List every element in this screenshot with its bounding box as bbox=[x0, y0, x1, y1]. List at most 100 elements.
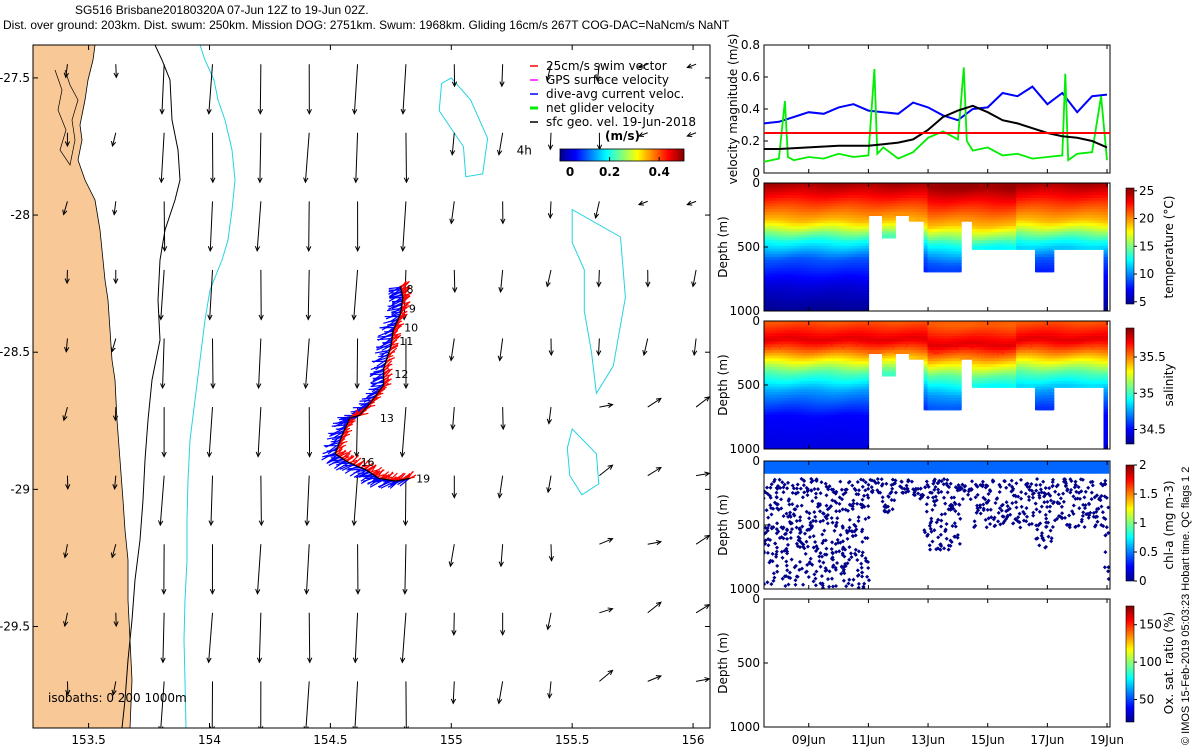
swim-vector bbox=[368, 464, 377, 472]
geo-arrow-head bbox=[448, 561, 454, 568]
isobaths-label: isobaths: 0 200 1000m bbox=[48, 691, 187, 705]
geo-arrow-shaft bbox=[643, 338, 649, 356]
geo-arrow-head bbox=[64, 141, 71, 148]
eddy-contour bbox=[571, 208, 626, 395]
eddy-label: 4h bbox=[517, 144, 532, 158]
swim-vector bbox=[364, 462, 374, 470]
geo-arrow-head bbox=[655, 601, 662, 607]
geo-arrow-shaft bbox=[209, 269, 214, 320]
geo-arrow-shaft bbox=[114, 475, 117, 489]
geo-arrow-shaft bbox=[647, 675, 662, 682]
map-ytick-label: -27.5 bbox=[0, 71, 30, 85]
geo-arrow-head bbox=[400, 108, 406, 115]
swim-vector bbox=[400, 304, 408, 311]
dac-velocity-line bbox=[763, 85, 1108, 125]
legend-dac: dive-avg current veloc. bbox=[546, 87, 684, 101]
isobath-1000m bbox=[183, 45, 236, 728]
geo-arrow-shaft bbox=[401, 612, 407, 663]
swim-vector bbox=[343, 452, 351, 461]
geo-arrow-head bbox=[210, 383, 216, 390]
geo-arrow-head bbox=[112, 209, 118, 216]
geo-arrow-head bbox=[399, 451, 406, 458]
geo-arrow-head bbox=[547, 144, 554, 151]
geo-arrow-shaft bbox=[306, 475, 310, 526]
net-velocity-line bbox=[763, 67, 1108, 163]
geo-arrow-shaft bbox=[647, 467, 662, 477]
swim-vector bbox=[377, 469, 384, 479]
coast-islands bbox=[54, 69, 79, 166]
geo-arrow-head bbox=[162, 246, 168, 252]
chart-title-line1: SG516 Brisbane20180320A 07-Jun 12Z to 19… bbox=[75, 3, 369, 17]
eddy-contour bbox=[438, 77, 489, 178]
geo-arrow-shaft bbox=[64, 612, 68, 627]
geo-arrow-shaft bbox=[548, 407, 552, 424]
swim-vector bbox=[374, 470, 381, 477]
geo-arrow-shaft bbox=[160, 681, 165, 728]
geo-arrow-head bbox=[450, 149, 456, 156]
geo-arrow-head bbox=[686, 200, 693, 206]
geo-arrow-shaft bbox=[453, 269, 456, 292]
geo-arrow-shaft bbox=[64, 544, 68, 558]
geo-arrow-head bbox=[111, 689, 117, 696]
map-colorbar-tick-label: 0 bbox=[566, 165, 574, 179]
geo-arrow-head bbox=[64, 278, 70, 285]
geo-arrow-shaft bbox=[599, 670, 613, 682]
dac-vector bbox=[388, 286, 401, 290]
swim-vector bbox=[346, 454, 353, 463]
swim-vector bbox=[387, 347, 398, 357]
geo-arrow-shaft bbox=[402, 201, 407, 251]
geo-arrow-head bbox=[351, 314, 357, 321]
geo-arrow-shaft bbox=[402, 64, 407, 114]
geo-arrow-head bbox=[546, 418, 553, 425]
geo-arrow-shaft bbox=[305, 338, 310, 389]
geo-arrow-shaft bbox=[599, 464, 613, 477]
dac-vector bbox=[374, 349, 390, 354]
swim-vector bbox=[360, 464, 370, 468]
dac-vector bbox=[331, 424, 347, 427]
geo-arrow-head bbox=[65, 689, 71, 696]
dac-vector bbox=[391, 309, 402, 313]
dac-vector bbox=[387, 304, 402, 307]
geo-arrow-shaft bbox=[547, 475, 552, 493]
geo-arrow-shaft bbox=[695, 604, 710, 614]
swim-vector bbox=[392, 325, 401, 335]
velocity-ylabel: velocity magnitude (m/s) bbox=[726, 34, 740, 185]
land-mass bbox=[33, 45, 133, 728]
geo-arrow-shaft bbox=[256, 544, 262, 594]
geo-arrow-shaft bbox=[160, 132, 165, 183]
swim-vector bbox=[407, 471, 414, 480]
swim-vector bbox=[383, 360, 393, 370]
geo-arrow-head bbox=[500, 424, 506, 431]
swim-vector bbox=[341, 450, 352, 459]
geo-arrow-head bbox=[548, 350, 554, 357]
dac-vector bbox=[359, 399, 373, 402]
dac-vector bbox=[348, 466, 361, 470]
geo-arrow-head bbox=[704, 396, 710, 402]
dac-vector bbox=[362, 476, 377, 482]
swim-vector bbox=[391, 476, 397, 481]
geo-arrow-shaft bbox=[308, 612, 311, 663]
geo-arrow-head bbox=[161, 451, 167, 458]
geo-arrow-shaft bbox=[549, 201, 552, 218]
geo-arrow-shaft bbox=[162, 612, 165, 663]
geo-arrow-head bbox=[498, 561, 504, 568]
map-ytick-label: -28 bbox=[10, 208, 30, 222]
geo-arrow-head bbox=[500, 630, 506, 636]
geo-arrow-head bbox=[645, 281, 651, 288]
geo-arrow-head bbox=[686, 132, 693, 138]
velocity-ytick-label: 0.6 bbox=[741, 70, 760, 84]
dac-vector bbox=[359, 473, 373, 478]
geo-arrow-shaft bbox=[695, 535, 710, 545]
swim-vector bbox=[400, 301, 411, 309]
geo-arrow-head bbox=[704, 471, 710, 477]
geo-arrow-head bbox=[110, 552, 116, 559]
geo-arrow-head bbox=[497, 355, 503, 362]
swim-vector bbox=[383, 373, 393, 382]
swim-vector bbox=[386, 471, 394, 481]
geo-arrow-head bbox=[304, 520, 310, 527]
geo-arrow-head bbox=[355, 246, 361, 252]
dac-vector bbox=[363, 474, 374, 478]
geo-arrow-head bbox=[62, 415, 68, 422]
geo-arrow-head bbox=[607, 669, 614, 676]
